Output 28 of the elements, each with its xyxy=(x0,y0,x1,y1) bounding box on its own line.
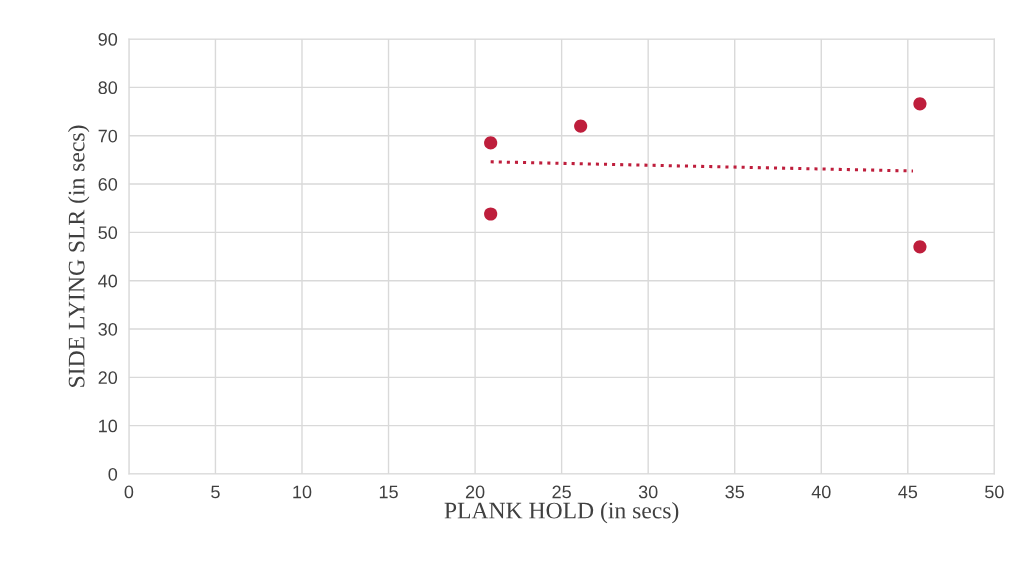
x-tick-label: 10 xyxy=(293,485,312,499)
x-tick-label: 5 xyxy=(211,485,220,499)
point xyxy=(913,97,927,111)
point xyxy=(913,240,927,254)
x-tick-label: 0 xyxy=(124,485,134,499)
y-tick-label: 10 xyxy=(99,419,118,433)
y-tick-label: 30 xyxy=(98,322,118,336)
y-tick-label: 40 xyxy=(98,274,118,288)
y-tick-label: 0 xyxy=(108,467,118,481)
y-tick-label: 50 xyxy=(98,226,118,240)
point xyxy=(484,207,498,221)
x-axis-title: PLANK HOLD (in secs) xyxy=(444,501,679,524)
x-tick-label: 25 xyxy=(552,485,571,499)
y-tick-label: 60 xyxy=(98,177,118,191)
x-tick-label: 20 xyxy=(465,485,485,499)
x-tick-label: 40 xyxy=(811,485,831,499)
point xyxy=(484,136,498,150)
y-tick-label: 90 xyxy=(98,33,118,46)
y-tick-label: 80 xyxy=(98,81,118,95)
y-tick-label: 70 xyxy=(98,129,118,143)
x-tick-label: 35 xyxy=(725,485,744,499)
x-tick-label: 45 xyxy=(898,485,918,499)
x-tick-label: 30 xyxy=(638,485,658,499)
x-tick-label: 15 xyxy=(379,485,398,499)
y-axis-title: SIDE LYING SLR (in secs) xyxy=(67,125,90,387)
x-tick-label: 50 xyxy=(985,485,1004,499)
y-tick-label: 20 xyxy=(98,371,118,385)
point xyxy=(574,119,588,133)
